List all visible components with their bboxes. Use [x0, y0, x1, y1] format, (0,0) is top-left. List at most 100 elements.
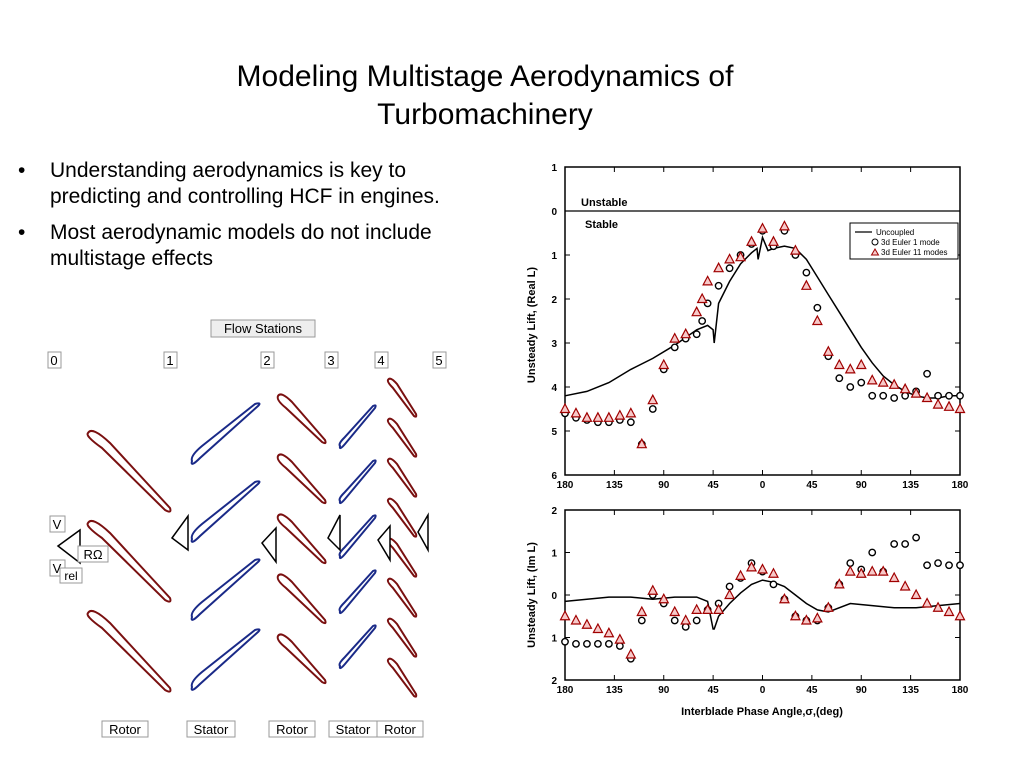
data-point-euler-1-mode	[956, 391, 964, 400]
data-point-euler-11-modes	[570, 407, 582, 418]
data-point-euler-1-mode	[890, 540, 899, 548]
y-tick-label: 3	[551, 339, 557, 350]
bottom-x-ticks: 180 135 90 45 0 45 90 135 180	[557, 510, 969, 696]
relative-velocity-subscript: rel	[64, 569, 77, 583]
legend-label-euler-1: 3d Euler 1 mode	[881, 238, 940, 247]
legend-label-euler-11: 3d Euler 11 modes	[881, 248, 948, 257]
data-point-euler-11-modes	[559, 609, 571, 621]
data-point-euler-11-modes	[844, 565, 856, 576]
rotor-blade	[276, 393, 327, 445]
station-label: 2	[263, 353, 270, 368]
data-point-euler-1-mode	[912, 533, 921, 542]
velocity-triangle	[417, 512, 429, 553]
series-line-uncoupled	[564, 579, 961, 630]
data-point-euler-11-modes	[899, 580, 911, 591]
bullet-marker: •	[18, 221, 26, 244]
row-label-rotor: Rotor	[109, 722, 141, 737]
stator-row-1	[190, 402, 261, 691]
data-point-euler-11-modes	[691, 305, 703, 317]
data-point-euler-11-modes	[724, 588, 736, 600]
x-tick-label: 90	[856, 480, 868, 491]
data-point-euler-1-mode	[802, 268, 811, 277]
data-point-euler-11-modes	[932, 398, 944, 409]
data-point-euler-11-modes	[636, 437, 648, 449]
rotor-blade	[386, 417, 418, 458]
data-point-euler-11-modes	[866, 565, 878, 576]
data-point-euler-1-mode	[846, 383, 855, 391]
data-point-euler-11-modes	[647, 393, 659, 405]
data-point-euler-11-modes	[877, 376, 889, 387]
x-tick-label: 180	[952, 480, 969, 491]
data-point-euler-1-mode	[835, 374, 844, 383]
x-tick-label: 180	[557, 480, 574, 491]
bullet-text: Understanding aerodynamics is key to pre…	[50, 159, 440, 208]
x-tick-label: 90	[658, 685, 670, 696]
rotor-blade	[386, 617, 418, 658]
rotor-blade	[86, 610, 172, 693]
top-plot-frame	[564, 166, 961, 476]
data-point-euler-11-modes	[581, 411, 593, 422]
data-point-euler-1-mode	[725, 264, 734, 273]
data-point-euler-11-modes	[921, 391, 933, 403]
rotor-blade	[276, 513, 327, 565]
row-label-rotor: Rotor	[384, 722, 416, 737]
y-tick-label: 2	[551, 506, 557, 517]
top-y-ticks: 1 0 1 2 3 4 5 6	[551, 163, 960, 482]
rotor-blade	[386, 497, 418, 538]
data-point-euler-11-modes	[855, 358, 867, 370]
stator-blade	[190, 558, 261, 621]
data-point-euler-11-modes	[669, 605, 681, 617]
region-label-unstable: Unstable	[581, 197, 627, 209]
x-tick-label: 135	[606, 480, 623, 491]
data-point-euler-11-modes	[789, 244, 801, 255]
x-tick-label: 0	[760, 685, 766, 696]
data-point-euler-11-modes	[735, 250, 747, 262]
velocity-triangles	[56, 512, 429, 565]
data-point-euler-1-mode	[615, 642, 624, 650]
row-label-rotor: Rotor	[276, 722, 308, 737]
data-point-euler-11-modes	[691, 603, 703, 614]
data-point-euler-1-mode	[648, 405, 657, 413]
data-point-euler-11-modes	[735, 569, 747, 580]
data-point-euler-1-mode	[934, 391, 942, 400]
x-tick-label: 45	[806, 480, 818, 491]
station-label: 4	[377, 353, 384, 368]
title-line-1: Modeling Multistage Aerodynamics of	[236, 60, 734, 93]
legend: Uncoupled 3d Euler 1 mode 3d Euler 11 mo…	[849, 222, 959, 260]
data-point-euler-11-modes	[943, 605, 955, 617]
data-point-euler-11-modes	[724, 253, 736, 264]
y-tick-label: 1	[551, 634, 557, 645]
rotor-blade	[86, 520, 172, 603]
bottom-x-axis-label: Interblade Phase Angle,σ,(deg)	[681, 706, 843, 718]
data-point-euler-1-mode	[604, 639, 613, 648]
data-point-euler-1-mode	[923, 369, 931, 378]
data-point-euler-1-mode	[857, 378, 866, 387]
region-label-stable: Stable	[585, 219, 618, 231]
y-tick-label: 4	[551, 383, 557, 394]
data-point-euler-11-modes	[866, 374, 878, 385]
stator-blade	[338, 404, 377, 450]
y-tick-label: 0	[551, 207, 557, 218]
data-point-euler-11-modes	[932, 601, 944, 612]
data-point-euler-1-mode	[670, 616, 679, 625]
blade-diagram-svg: Flow Stations 0 1 2 3 4 5	[47, 319, 447, 738]
data-point-euler-11-modes	[844, 363, 856, 374]
data-point-euler-11-modes	[658, 592, 670, 604]
stator-blade	[338, 459, 377, 505]
data-point-euler-11-modes	[757, 563, 768, 574]
station-label: 0	[50, 353, 57, 368]
slide-title: Modeling Multistage Aerodynamics of Turb…	[150, 58, 820, 134]
velocity-triangle	[170, 513, 189, 552]
bullet-item: • Most aerodynamic models do not include…	[14, 220, 464, 272]
data-point-euler-11-modes	[811, 612, 823, 623]
top-x-ticks: 180 135 90 45 0 45 90 135 180	[557, 167, 969, 491]
legend-label-uncoupled: Uncoupled	[876, 228, 914, 237]
data-point-euler-11-modes	[767, 567, 779, 578]
rotor-blade	[386, 457, 418, 498]
data-point-euler-11-modes	[954, 609, 966, 621]
data-point-euler-11-modes	[767, 235, 779, 246]
rotor-row-1	[86, 430, 172, 693]
data-point-euler-1-mode	[945, 561, 953, 570]
data-point-euler-11-modes	[696, 292, 708, 304]
data-point-euler-1-mode	[692, 330, 701, 339]
